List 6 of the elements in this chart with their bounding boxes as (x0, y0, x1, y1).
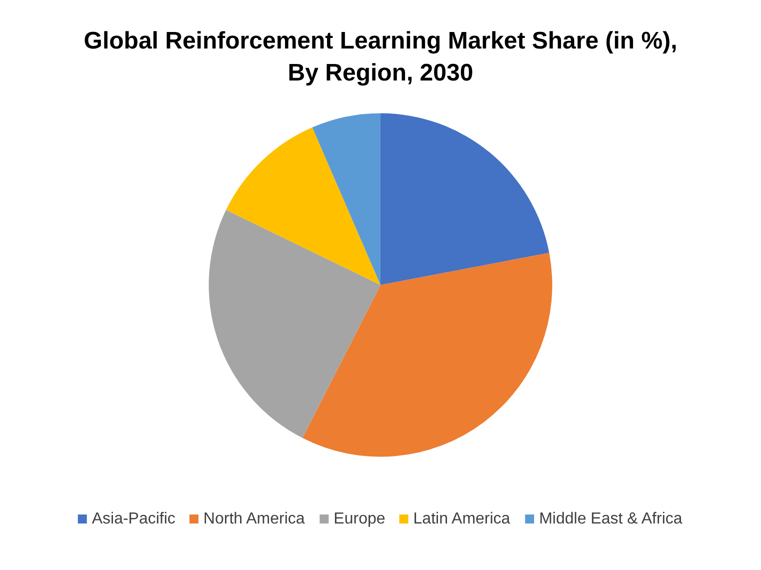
chart-title: Global Reinforcement Learning Market Share (in %), By Region, 2030 (84, 28, 678, 86)
legend-label: Middle East & Africa (539, 510, 682, 528)
legend-label: Asia-Pacific (92, 510, 176, 528)
legend-label: Latin America (413, 510, 510, 528)
legend-label: Europe (334, 510, 386, 528)
legend-label: North America (203, 510, 305, 528)
